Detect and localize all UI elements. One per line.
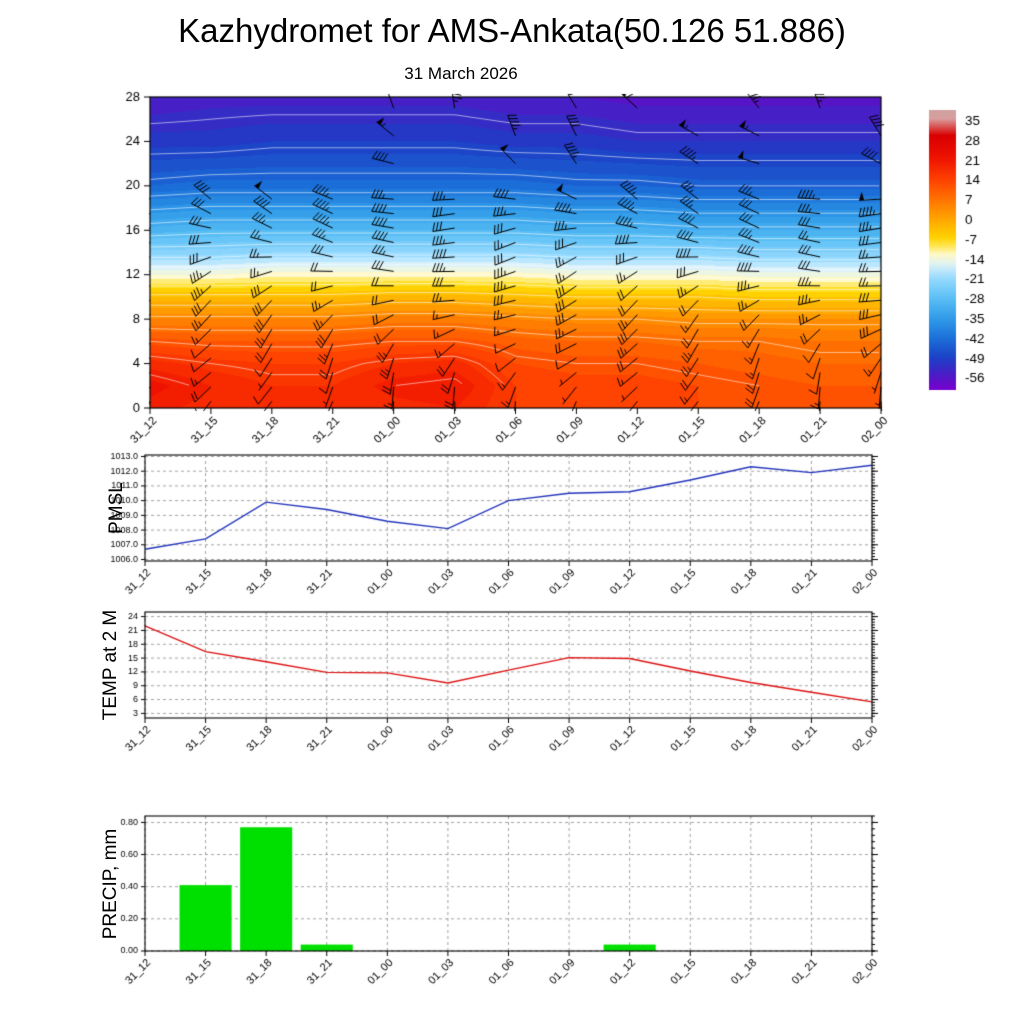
pmsl-line-chart xyxy=(0,450,1024,610)
temp2m-axis-label: TEMP at 2 M xyxy=(100,609,121,721)
temp2m-line-chart xyxy=(0,605,1024,770)
precip-axis-label: PRECIP, mm xyxy=(100,828,121,940)
precip-bar-chart xyxy=(0,795,1024,1021)
page-title: Kazhydromet for AMS-Ankata(50.126 51.886… xyxy=(178,12,846,49)
temperature-cross-section-chart xyxy=(0,88,1024,463)
pmsl-axis-label: PMSL xyxy=(106,482,127,534)
chart-subtitle: 31 March 2026 xyxy=(404,64,518,83)
